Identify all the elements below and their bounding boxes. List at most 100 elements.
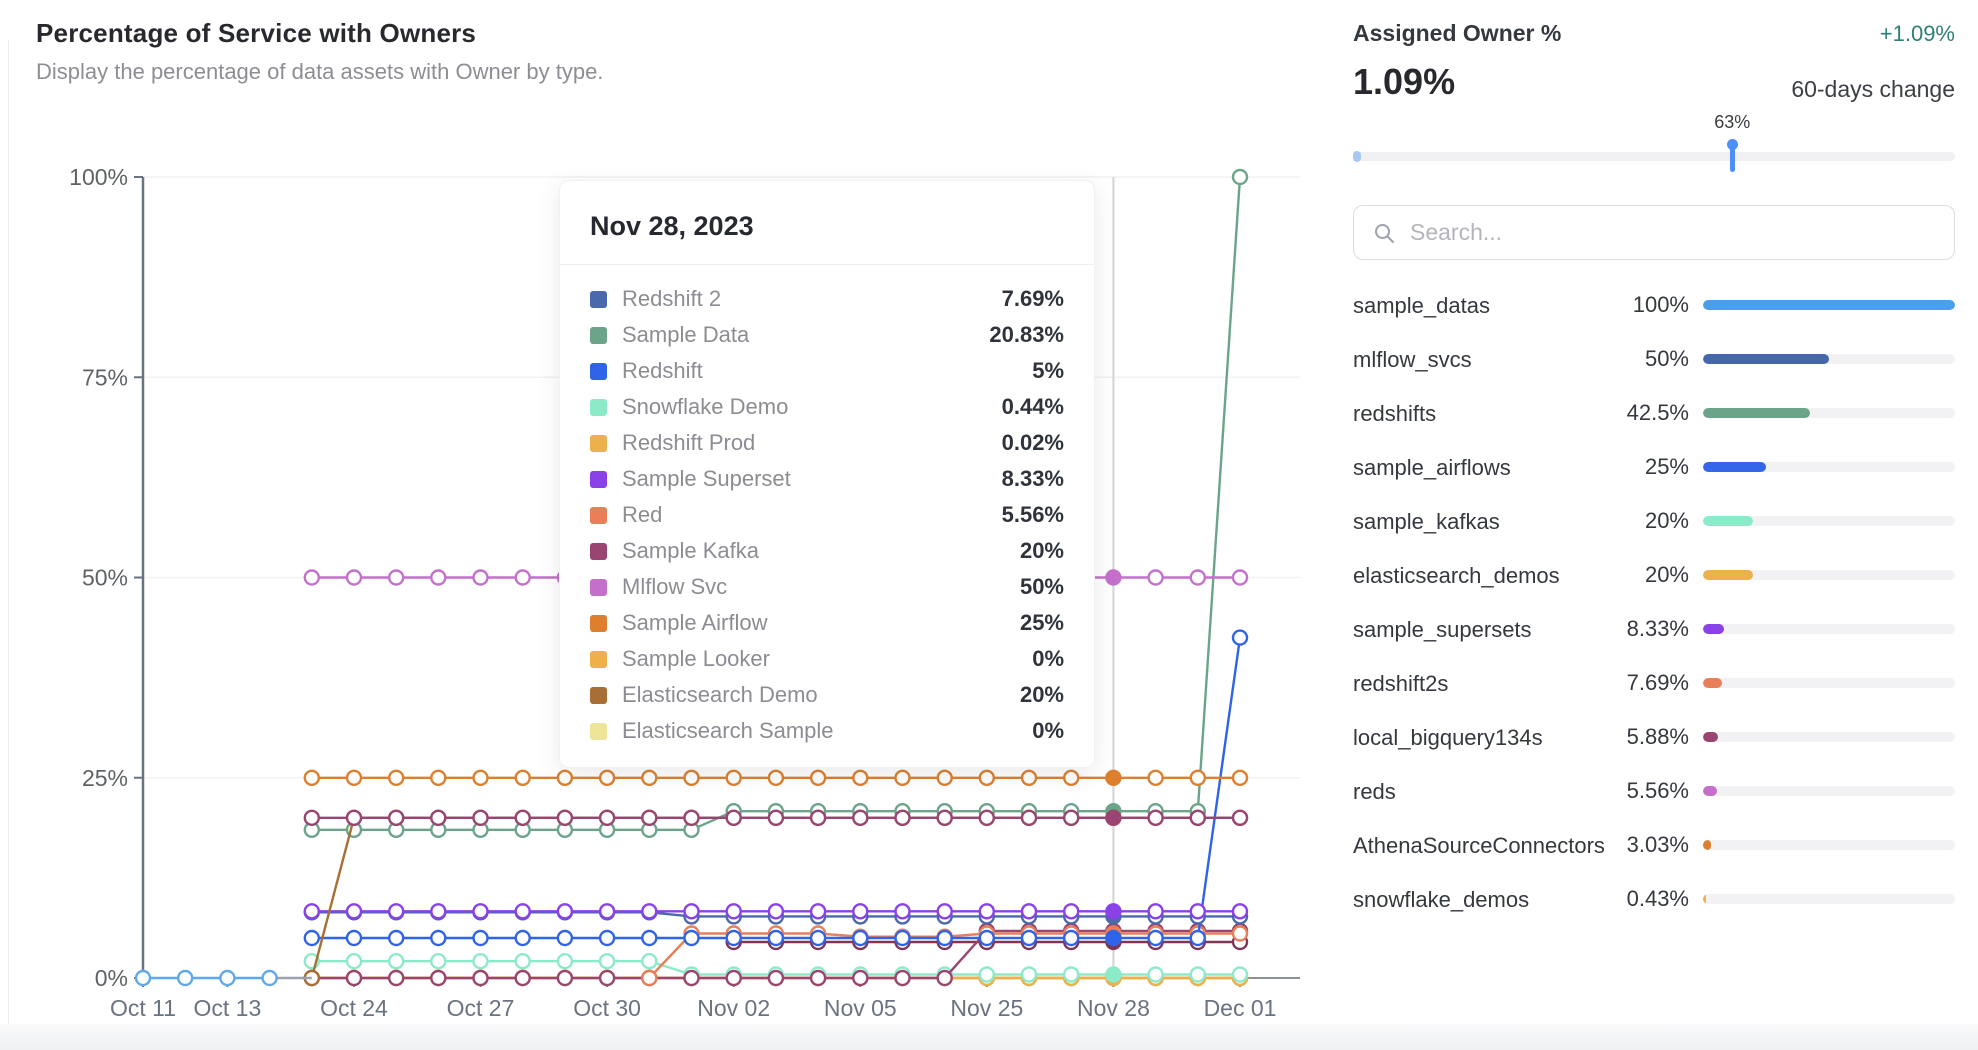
svg-text:Oct 13: Oct 13 — [194, 995, 262, 1021]
series-swatch — [590, 326, 607, 344]
tooltip-item: Redshift 5% — [590, 353, 1064, 389]
service-percent: 100% — [1632, 292, 1689, 317]
service-bar-fill — [1703, 300, 1955, 310]
service-bar — [1703, 462, 1955, 472]
tooltip-item: Elasticsearch Sample 0% — [590, 713, 1064, 749]
service-search[interactable] — [1353, 205, 1955, 260]
service-row: redshift2s 7.69% — [1353, 668, 1955, 698]
service-percent: 7.69% — [1626, 670, 1689, 695]
service-name: snowflake_demos — [1353, 886, 1530, 912]
svg-text:Dec 01: Dec 01 — [1204, 995, 1277, 1021]
series-value: 0% — [1032, 718, 1064, 743]
series-swatch — [590, 542, 607, 560]
service-bar — [1703, 408, 1955, 418]
svg-text:Oct 11: Oct 11 — [110, 995, 176, 1021]
service-percentage-list: sample_datas 100% mlflow_svcs 50% redshi… — [1353, 290, 1955, 938]
service-row: AthenaSourceConnectors 3.03% — [1353, 830, 1955, 860]
series-swatch — [590, 290, 607, 308]
service-name: sample_supersets — [1353, 616, 1532, 642]
service-row: sample_supersets 8.33% — [1353, 614, 1955, 644]
service-bar — [1703, 840, 1955, 850]
service-name: redshift2s — [1353, 670, 1449, 696]
assigned-owner-panel: Assigned Owner % +1.09% 1.09% 60-days ch… — [1353, 0, 1955, 1050]
chart-canvas[interactable]: 0% 25% 50% 75% 100% Oct 11 Oct 13 Oct 24 Oct 27 O… — [0, 0, 1345, 1050]
tooltip-item: Sample Looker 0% — [590, 641, 1064, 677]
service-name: sample_airflows — [1353, 454, 1511, 480]
svg-text:75%: 75% — [82, 364, 128, 390]
service-bar-fill — [1703, 624, 1724, 634]
service-percent: 25% — [1644, 454, 1689, 479]
service-bar — [1703, 300, 1955, 310]
tooltip-item: Redshift Prod 0.02% — [590, 425, 1064, 461]
series-label: Elasticsearch Demo — [622, 682, 818, 707]
series-label: Sample Kafka — [622, 538, 759, 563]
series-value: 0.02% — [1001, 430, 1064, 455]
svg-text:Oct 24: Oct 24 — [320, 995, 388, 1021]
service-bar-fill — [1703, 408, 1811, 418]
chart-tooltip: Nov 28, 2023 Redshift 2 7.69% Sample Dat… — [559, 180, 1095, 768]
service-percent: 8.33% — [1626, 616, 1689, 641]
slider-track[interactable] — [1353, 152, 1955, 161]
service-bar — [1703, 516, 1955, 526]
owners-line-chart[interactable]: 0% 25% 50% 75% 100% Oct 11 Oct 13 Oct 24 Oct 27 O… — [0, 0, 1345, 1050]
threshold-slider[interactable]: 63% — [1353, 112, 1955, 178]
metric-delta: +1.09% — [1879, 21, 1955, 46]
service-percent: 50% — [1644, 346, 1689, 371]
svg-text:Oct 30: Oct 30 — [573, 995, 641, 1021]
series-swatch — [590, 686, 607, 704]
series-swatch — [590, 722, 607, 740]
tooltip-item: Mlflow Svc 50% — [590, 569, 1064, 605]
series-swatch — [590, 650, 607, 668]
service-bar-fill — [1703, 786, 1717, 796]
series-value: 5% — [1032, 358, 1064, 383]
service-row: sample_kafkas 20% — [1353, 506, 1955, 536]
service-bar — [1703, 354, 1955, 364]
series-value: 7.69% — [1001, 286, 1064, 311]
service-row: elasticsearch_demos 20% — [1353, 560, 1955, 590]
service-row: snowflake_demos 0.43% — [1353, 884, 1955, 914]
svg-text:Nov 05: Nov 05 — [824, 995, 897, 1021]
service-bar — [1703, 732, 1955, 742]
series-label: Redshift 2 — [622, 286, 722, 311]
slider-value-label: 63% — [1714, 112, 1751, 132]
series-swatch — [590, 398, 607, 416]
page-title: Percentage of Service with Owners — [36, 18, 477, 48]
tooltip-item: Sample Data 20.83% — [590, 317, 1064, 353]
service-bar — [1703, 786, 1955, 796]
svg-text:25%: 25% — [82, 765, 128, 791]
service-percent: 5.56% — [1626, 778, 1689, 803]
service-name: elasticsearch_demos — [1353, 562, 1560, 588]
service-bar-fill — [1703, 840, 1711, 850]
service-bar-fill — [1703, 516, 1754, 526]
series-label: Red — [622, 502, 663, 527]
series-label: Redshift — [622, 358, 703, 383]
svg-text:Nov 28: Nov 28 — [1077, 995, 1150, 1021]
service-bar-fill — [1703, 462, 1766, 472]
tooltip-rows: Redshift 2 7.69% Sample Data 20.83% Reds… — [560, 265, 1094, 749]
service-bar-fill — [1703, 354, 1829, 364]
slider-thumb[interactable] — [1727, 139, 1739, 172]
panel-header: Assigned Owner % +1.09% 1.09% 60-days ch… — [1353, 20, 1955, 103]
service-percent: 5.88% — [1626, 724, 1689, 749]
metric-label: Assigned Owner % — [1353, 20, 1562, 46]
series-swatch — [590, 362, 607, 380]
bottom-strip — [0, 1024, 1978, 1050]
tooltip-item: Sample Kafka 20% — [590, 533, 1064, 569]
service-bar — [1703, 624, 1955, 634]
svg-text:Nov 25: Nov 25 — [950, 995, 1023, 1021]
svg-text:Nov 02: Nov 02 — [697, 995, 770, 1021]
svg-text:Oct 27: Oct 27 — [447, 995, 515, 1021]
service-bar — [1703, 678, 1955, 688]
metric-value: 1.09% — [1353, 61, 1456, 102]
service-percent: 20% — [1644, 562, 1689, 587]
series-value: 0.44% — [1001, 394, 1064, 419]
service-row: local_bigquery134s 5.88% — [1353, 722, 1955, 752]
service-bar — [1703, 570, 1955, 580]
service-percent: 42.5% — [1626, 400, 1689, 425]
service-row: sample_datas 100% — [1353, 290, 1955, 320]
search-input[interactable] — [1410, 219, 1936, 246]
service-row: reds 5.56% — [1353, 776, 1955, 806]
service-percent: 3.03% — [1626, 832, 1689, 857]
series-value: 20% — [1019, 538, 1064, 563]
